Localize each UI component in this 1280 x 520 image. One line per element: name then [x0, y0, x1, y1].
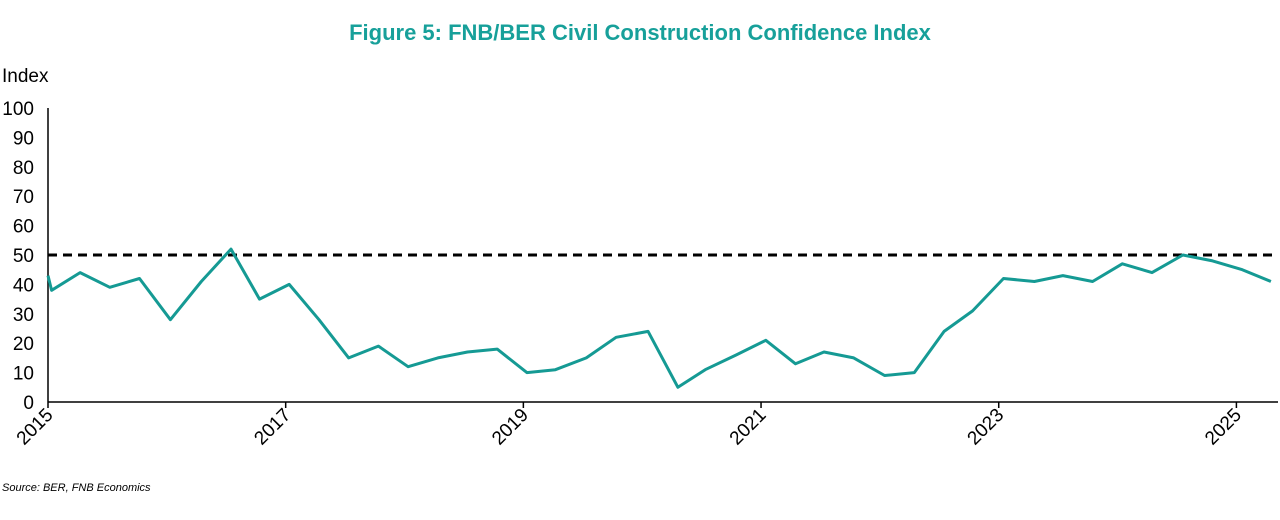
y-tick-label: 80	[13, 158, 34, 179]
x-tick-label: 2025	[1201, 405, 1246, 450]
x-tick-label: 2017	[250, 405, 295, 450]
y-tick-label: 50	[13, 246, 34, 267]
y-tick-label: 60	[13, 217, 34, 238]
data-line	[46, 247, 1272, 389]
y-tick-label: 30	[13, 305, 34, 326]
y-tick-label: 40	[13, 275, 34, 296]
x-tick-label: 2021	[726, 405, 771, 450]
x-tick-label: 2023	[964, 405, 1009, 450]
x-tick-label: 2015	[13, 405, 58, 450]
chart-title: Figure 5: FNB/BER Civil Construction Con…	[349, 20, 932, 45]
y-tick-label: 70	[13, 187, 34, 208]
y-tick-label: 90	[13, 128, 34, 149]
y-axis-label: Index	[2, 66, 49, 87]
x-tick-label: 2019	[488, 405, 533, 450]
y-tick-label: 0	[23, 393, 34, 414]
y-tick-label: 100	[2, 99, 34, 120]
source-note: Source: BER, FNB Economics	[2, 482, 151, 494]
y-tick-label: 10	[13, 364, 34, 385]
y-tick-label: 20	[13, 334, 34, 355]
